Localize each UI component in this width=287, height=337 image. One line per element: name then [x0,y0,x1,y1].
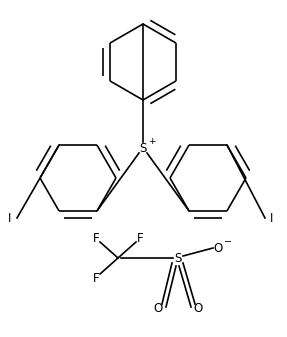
Text: I: I [270,212,274,224]
Text: F: F [137,232,143,245]
Text: O: O [153,302,163,314]
Text: I: I [8,212,12,224]
Text: S: S [174,251,182,265]
Text: S: S [139,142,147,154]
Text: O: O [193,302,203,314]
Text: +: + [148,136,156,146]
Text: O: O [213,242,223,254]
Text: F: F [93,232,99,245]
Text: −: − [224,237,232,247]
Text: F: F [93,272,99,284]
